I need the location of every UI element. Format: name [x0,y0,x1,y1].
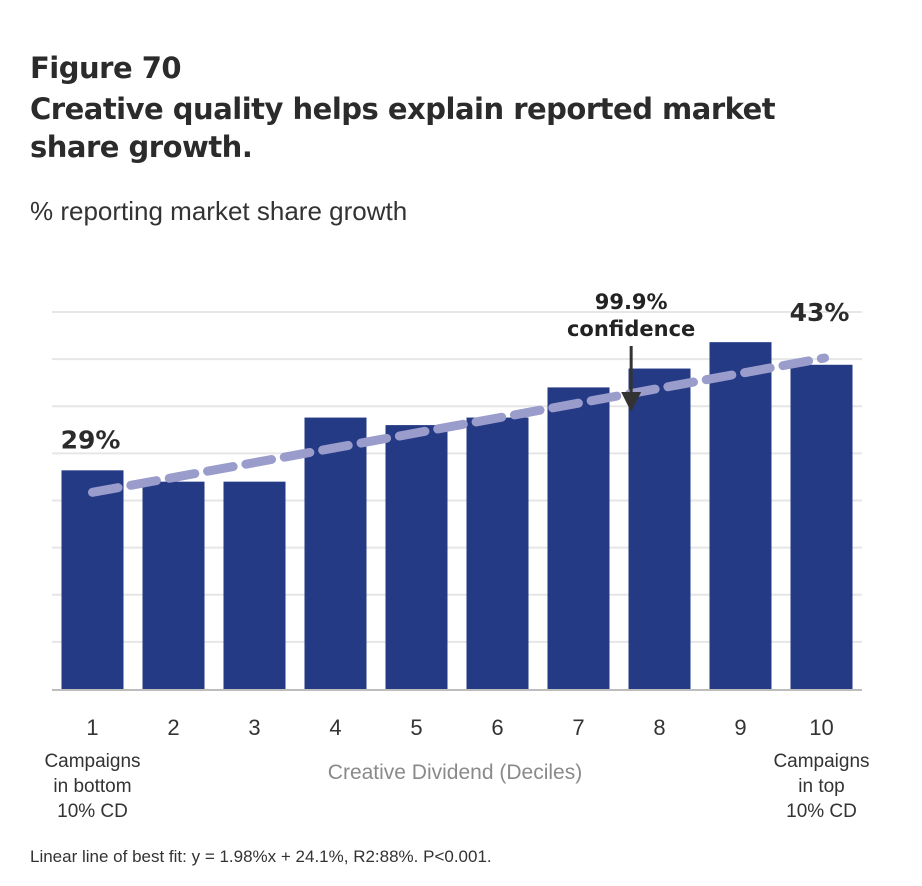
x-tick-label-4: 4 [329,715,341,740]
bar-decile-10 [790,364,853,689]
category-note-line: 10% CD [57,801,128,822]
bar-decile-2 [142,481,205,689]
value-label-decile-10: 43% [790,298,850,327]
x-tick-label-10: 10 [809,715,833,740]
annotation-line-2: confidence [567,317,695,341]
bars [61,342,853,689]
value-label-decile-1: 29% [61,425,121,454]
bar-decile-7 [547,387,610,689]
bar-decile-5 [385,425,448,689]
bar-decile-1 [61,470,124,689]
x-tick-label-7: 7 [572,715,584,740]
x-tick-label-2: 2 [167,715,179,740]
category-note-line: Campaigns [44,751,140,772]
category-note-line: 10% CD [786,801,857,822]
bar-decile-6 [466,417,529,689]
category-notes: Campaigns in bottom 10% CD Campaigns in top 1… [44,751,869,822]
category-note-line: in top [798,776,844,797]
x-tick-label-1: 1 [86,715,98,740]
bar-decile-3 [223,481,286,689]
x-tick-label-6: 6 [491,715,503,740]
annotation-line-1: 99.9% [595,290,668,314]
bar-decile-9 [709,342,772,689]
footnote: Linear line of best fit: y = 1.98%x + 24… [30,847,492,866]
chart-subtitle: % reporting market share growth [30,196,408,226]
category-note-line: Campaigns [773,751,869,772]
bar-decile-8 [628,368,691,689]
bar-chart: 29% 43% 99.9% confidence 1 2 3 4 5 6 7 8 9 10 Creat… [44,290,869,822]
x-axis-title: Creative Dividend (Deciles) [328,761,582,784]
bar-decile-4 [304,417,367,689]
category-note-line: in bottom [53,776,131,797]
x-tick-label-8: 8 [653,715,665,740]
chart-title: Creative quality helps explain reported … [30,92,776,164]
confidence-annotation: 99.9% confidence [567,290,695,412]
x-tick-labels: 1 2 3 4 5 6 7 8 9 10 [86,715,833,740]
value-labels: 29% 43% [61,298,850,455]
figure-label: Figure 70 [30,51,182,85]
x-tick-label-3: 3 [248,715,260,740]
x-tick-label-5: 5 [410,715,422,740]
annotation-arrow-head [621,392,642,412]
trend-line [88,353,829,497]
x-tick-label-9: 9 [734,715,746,740]
